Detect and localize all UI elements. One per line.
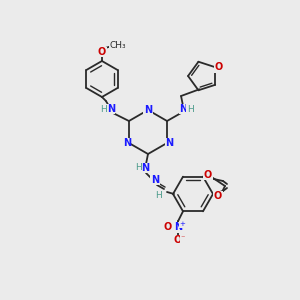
Text: N: N (151, 175, 159, 185)
Text: H: H (100, 104, 107, 113)
Text: O: O (174, 235, 182, 245)
Text: H: H (156, 191, 162, 200)
Text: O: O (164, 222, 172, 232)
Text: O: O (204, 170, 212, 180)
Text: N: N (179, 104, 187, 114)
Text: N: N (141, 163, 149, 173)
Text: N: N (123, 138, 131, 148)
Text: O: O (98, 47, 106, 57)
Text: N: N (174, 222, 182, 232)
Text: +: + (179, 221, 185, 227)
Text: H: H (187, 104, 194, 113)
Text: O: O (214, 62, 222, 72)
Text: N: N (165, 138, 173, 148)
Text: ⁻: ⁻ (181, 234, 185, 243)
Text: CH₃: CH₃ (110, 41, 126, 50)
Text: H: H (135, 164, 141, 172)
Text: N: N (107, 104, 115, 114)
Text: N: N (144, 105, 152, 115)
Text: O: O (214, 191, 222, 201)
